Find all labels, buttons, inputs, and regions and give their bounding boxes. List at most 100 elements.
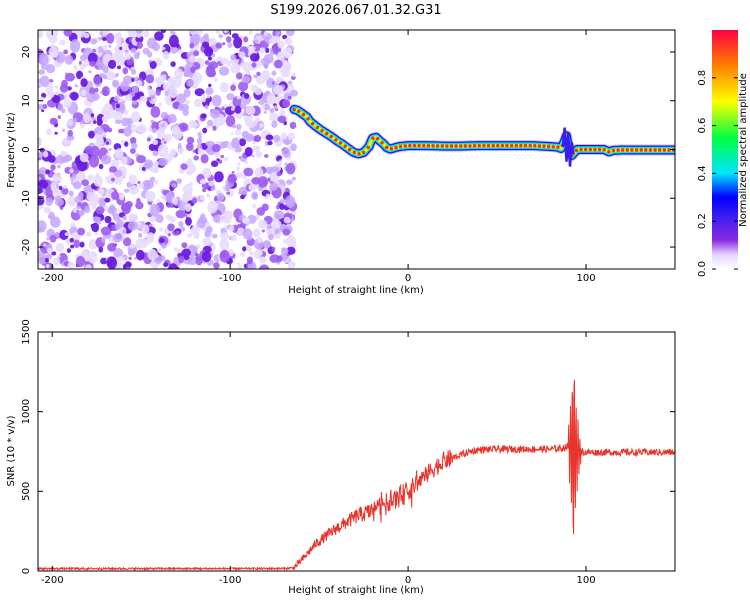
noise-blob: [108, 59, 117, 69]
colorbar-tick-label: 0.6: [697, 118, 708, 134]
track-peak: [426, 144, 431, 148]
noise-blob: [136, 51, 141, 56]
noise-blob: [70, 222, 76, 228]
noise-blob: [93, 120, 97, 124]
noise-blob: [160, 140, 165, 145]
track-peak: [449, 144, 454, 148]
noise-blob: [123, 188, 130, 193]
noise-blob: [193, 50, 200, 57]
noise-blob: [75, 70, 84, 80]
spectrogram-x-label: Height of straight line (km): [288, 285, 424, 296]
noise-blob: [244, 160, 249, 165]
track-peak: [482, 143, 486, 148]
noise-blob: [155, 89, 161, 96]
noise-blob: [44, 257, 49, 263]
noise-blob: [214, 171, 224, 183]
noise-blob: [80, 89, 87, 97]
noise-blob: [104, 197, 111, 203]
noise-blob: [181, 194, 190, 203]
noise-blob: [210, 160, 219, 168]
track-peak: [472, 144, 477, 148]
noise-blob: [41, 92, 47, 99]
noise-blob: [188, 163, 197, 174]
track-peak: [556, 145, 560, 149]
noise-blob: [137, 181, 141, 184]
noise-blob: [122, 235, 127, 239]
track-peak: [301, 112, 306, 117]
noise-blob: [271, 120, 278, 128]
noise-blob: [69, 39, 81, 53]
noise-blob: [38, 30, 44, 39]
noise-blob: [199, 195, 205, 201]
noise-blob: [145, 74, 155, 84]
noise-blob: [148, 88, 156, 96]
noise-blob: [271, 70, 277, 76]
noise-blob: [50, 164, 56, 171]
noise-blob: [73, 64, 78, 70]
noise-blob: [271, 246, 276, 252]
noise-blob: [149, 60, 157, 70]
track-peak: [440, 144, 444, 148]
track-peak: [500, 143, 505, 148]
noise-blob: [259, 47, 265, 54]
x-tick-label: 100: [576, 273, 595, 284]
noise-blob: [131, 77, 135, 82]
noise-blob: [147, 232, 155, 240]
noise-blob: [259, 256, 267, 264]
noise-blob: [128, 243, 136, 249]
noise-blob: [234, 129, 242, 136]
noise-blob: [168, 87, 178, 99]
noise-blob: [227, 173, 237, 184]
noise-blob: [134, 256, 138, 260]
noise-blob: [130, 137, 137, 145]
track-peak: [320, 129, 324, 133]
track-peak: [621, 148, 625, 152]
noise-blob: [186, 136, 195, 144]
noise-blob: [89, 194, 100, 205]
noise-blob: [58, 186, 63, 191]
noise-blob: [73, 117, 77, 122]
noise-blob: [112, 213, 121, 222]
noise-blob: [277, 115, 287, 124]
noise-blob: [217, 192, 225, 201]
noise-blob: [99, 31, 103, 35]
noise-blob: [168, 263, 178, 269]
noise-blob: [38, 253, 48, 265]
noise-blob: [244, 147, 253, 157]
noise-blob: [84, 205, 91, 214]
noise-blob: [276, 261, 280, 265]
noise-blob: [218, 34, 223, 39]
noise-blob: [64, 154, 73, 162]
track-peak: [334, 138, 338, 142]
noise-blob: [218, 66, 230, 76]
noise-blob: [252, 228, 261, 238]
track-peak: [547, 144, 551, 149]
noise-blob: [204, 104, 209, 110]
noise-blob: [85, 264, 92, 269]
noise-blob: [42, 246, 47, 250]
noise-blob: [166, 203, 172, 208]
noise-blob: [205, 87, 214, 95]
noise-blob: [187, 256, 198, 266]
track-peak: [408, 143, 412, 148]
noise-blob: [184, 203, 192, 212]
noise-blob: [276, 172, 282, 177]
noise-blob: [136, 197, 141, 204]
noise-blob: [251, 62, 257, 68]
track-peak: [528, 143, 532, 148]
noise-blob: [59, 206, 64, 210]
noise-blob: [258, 219, 267, 229]
noise-blob: [284, 37, 293, 46]
noise-blob: [275, 30, 281, 36]
noise-blob: [117, 65, 121, 70]
noise-blob: [56, 164, 61, 169]
track-peak: [306, 117, 310, 121]
noise-blob: [101, 237, 106, 243]
noise-blob: [134, 76, 139, 82]
noise-blob: [119, 194, 124, 201]
noise-blob: [122, 229, 127, 234]
noise-blob: [192, 246, 198, 254]
noise-blob: [219, 141, 226, 149]
noise-blob: [79, 241, 85, 248]
track-spike: [561, 127, 575, 167]
